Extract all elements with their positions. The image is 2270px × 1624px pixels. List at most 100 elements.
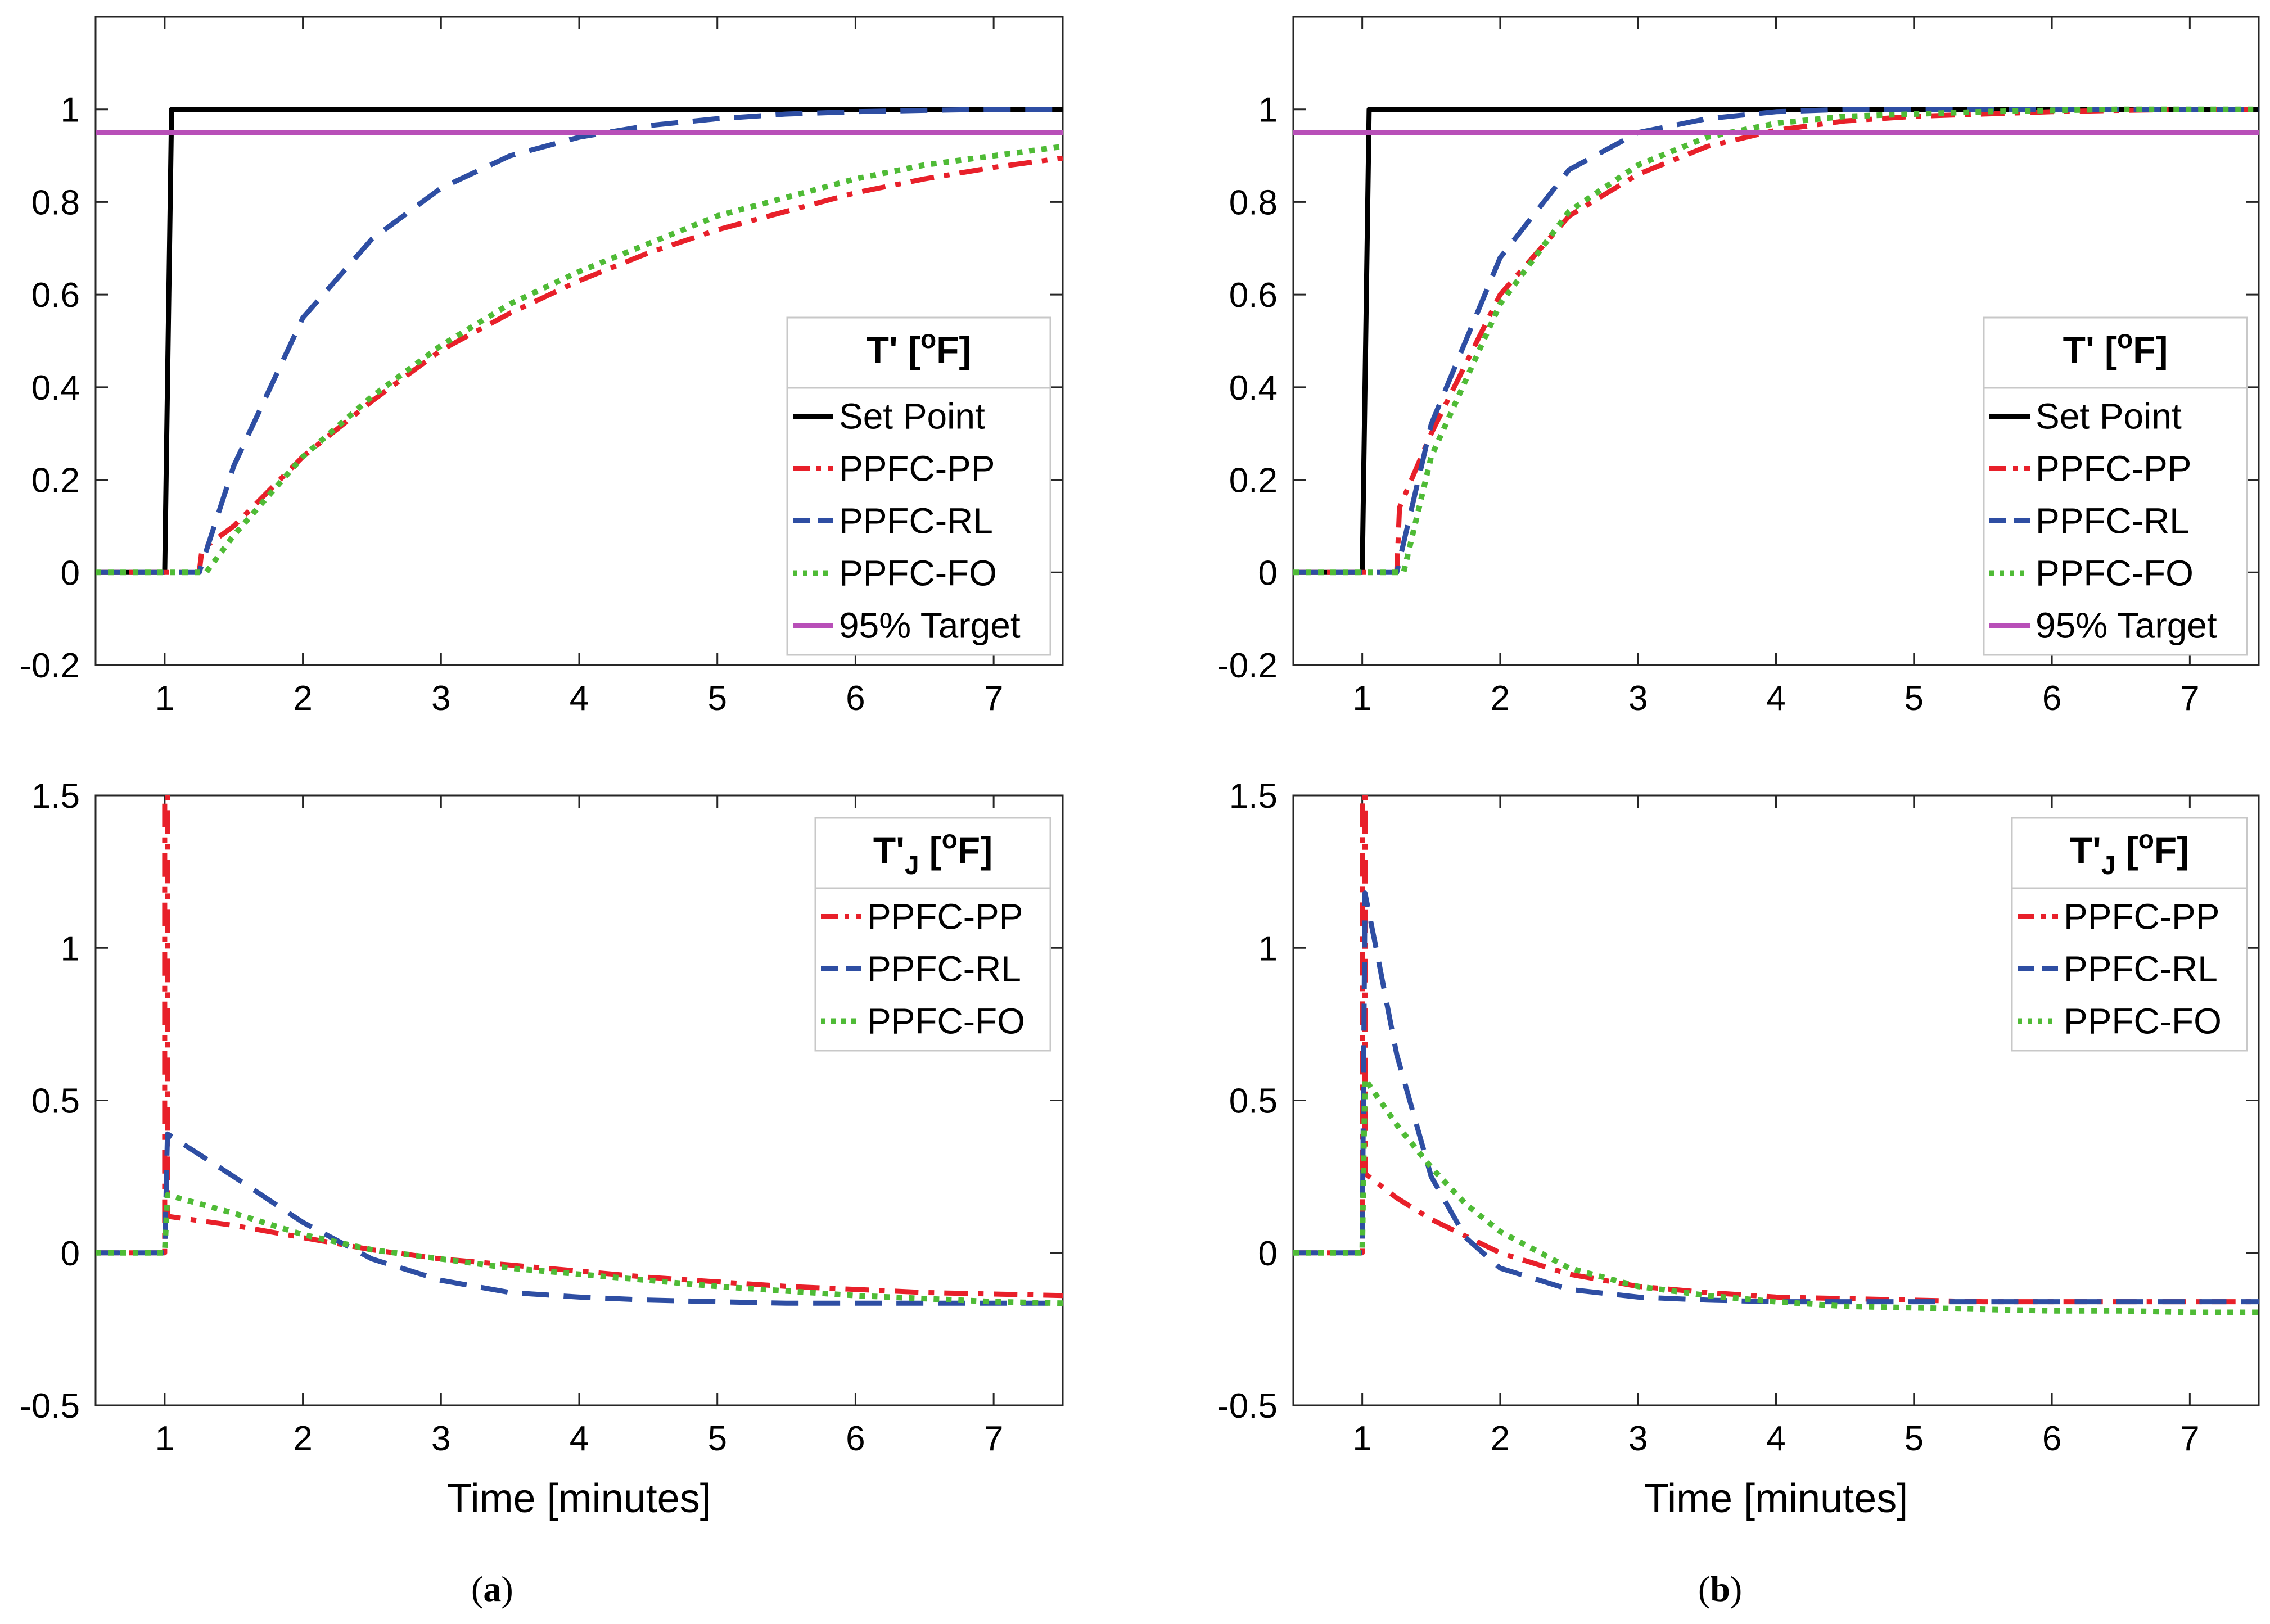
x-tick-label: 5: [1905, 1419, 1924, 1458]
series-line-ppfc-fo: [96, 143, 1063, 576]
legend-label: PPFC-FO: [839, 553, 997, 594]
chart-a-top: 1 2 3 4 5 6 7 -0.2 0 0.2 0.4 0.6 0.8 1 T' [oF] Set Poin…: [20, 16, 1064, 718]
x-tick-label: 7: [2180, 1419, 2199, 1458]
y-tick-label: 1: [1258, 91, 1278, 130]
x-tick-label: 5: [1905, 679, 1924, 718]
series-line-ppfc-rl: [1293, 107, 2259, 575]
x-tick-label: 7: [2180, 679, 2199, 718]
x-tick-label: 6: [2042, 1419, 2061, 1458]
x-tick-label: 1: [1352, 1419, 1371, 1458]
plot-area: [96, 107, 1063, 576]
plot-area: [96, 795, 1063, 1306]
x-tick-label: 2: [293, 679, 312, 718]
series-line-ppfc-rl: [1293, 890, 2259, 1305]
legend-box: [814, 817, 1051, 1052]
x-axis-label: Time [minutes]: [447, 1476, 711, 1521]
y-tick-label: 0.2: [1229, 462, 1278, 500]
legend-label: Set Point: [2036, 396, 2182, 437]
y-tick-label: 1: [61, 929, 80, 968]
y-tick-label: 0.8: [31, 183, 80, 222]
x-tick-label: 3: [1628, 1419, 1648, 1458]
series-line-ppfc-rl: [96, 107, 1063, 575]
legend-label: PPFC-PP: [2064, 897, 2219, 937]
x-tick-label: 5: [707, 679, 726, 718]
y-tick-label: 1: [61, 91, 80, 130]
x-tick-label: 3: [1628, 679, 1648, 718]
legend-label: 95% Target: [2036, 605, 2217, 646]
y-tick-label: -0.2: [20, 646, 80, 685]
legend-label: Set Point: [839, 396, 985, 437]
legend-label: PPFC-RL: [2036, 501, 2190, 541]
legend-label: PPFC-RL: [867, 949, 1021, 989]
y-tick-label: 0.5: [31, 1082, 80, 1121]
legend-title: T' [oF]: [867, 324, 972, 370]
legend-label: PPFC-FO: [2064, 1001, 2222, 1042]
x-tick-label: 1: [155, 1419, 174, 1458]
y-tick-label: 0.5: [1229, 1082, 1278, 1121]
legend-label: PPFC-PP: [839, 449, 995, 489]
y-tick-label: 0.4: [31, 369, 80, 408]
y-tick-label: 0: [61, 1234, 80, 1273]
y-tick-label: 0: [1258, 554, 1278, 592]
legend: T'J [oF] PPFC-PP PPFC-RL PPFC-FO: [2011, 817, 2248, 1052]
x-tick-label: 2: [293, 1419, 312, 1458]
x-tick-label: 7: [984, 679, 1003, 718]
legend-title: T'J [oF]: [2070, 825, 2189, 880]
chart-b-bottom: 1 2 3 4 5 6 7 -0.5 0 0.5 1 1.5 Time [minutes] T'J [oF…: [1217, 777, 2260, 1521]
series-line-ppfc-pp: [1293, 107, 2259, 575]
x-tick-label: 4: [570, 1419, 589, 1458]
x-tick-label: 7: [984, 1419, 1003, 1458]
legend-label: PPFC-FO: [2036, 553, 2194, 594]
x-tick-label: 2: [1491, 679, 1510, 718]
caption-a: (a): [471, 1569, 513, 1609]
legend: T' [oF] Set Point PPFC-PP PPFC-RL PPFC-FO 95%…: [786, 316, 1051, 656]
x-tick-label: 6: [846, 1419, 865, 1458]
x-tick-label: 6: [2042, 679, 2061, 718]
y-tick-label: 1.5: [1229, 777, 1278, 816]
x-tick-label: 3: [431, 679, 450, 718]
x-axis-label: Time [minutes]: [1644, 1476, 1908, 1521]
x-tick-label: 6: [846, 679, 865, 718]
y-tick-label: 0.6: [1229, 276, 1278, 315]
legend-box: [1983, 316, 2248, 656]
y-tick-label: 0.6: [31, 276, 80, 315]
x-tick-label: 2: [1491, 1419, 1510, 1458]
legend: T' [oF] Set Point PPFC-PP PPFC-RL PPFC-FO 95%…: [1983, 316, 2248, 656]
y-tick-label: 1.5: [31, 777, 80, 816]
y-tick-label: 0: [1258, 1234, 1278, 1273]
legend-title: T'J [oF]: [873, 825, 992, 880]
caption-b: (b): [1698, 1569, 1743, 1609]
legend-label: 95% Target: [839, 605, 1021, 646]
series-line-ppfc-fo: [1293, 1076, 2259, 1315]
chart-b-top: 1 2 3 4 5 6 7 -0.2 0 0.2 0.4 0.6 0.8 1 T' [oF] Set Poin…: [1217, 16, 2260, 718]
y-tick-label: -0.5: [1217, 1387, 1278, 1426]
legend-box: [2011, 817, 2248, 1052]
series-line-ppfc-fo: [96, 1192, 1063, 1306]
legend-label: PPFC-PP: [867, 897, 1023, 937]
x-tick-label: 4: [1766, 1419, 1785, 1458]
legend-label: PPFC-PP: [2036, 449, 2191, 489]
x-tick-label: 4: [570, 679, 589, 718]
legend-label: PPFC-FO: [867, 1001, 1025, 1042]
y-tick-label: 0.8: [1229, 183, 1278, 222]
x-tick-label: 4: [1766, 679, 1785, 718]
legend: T'J [oF] PPFC-PP PPFC-RL PPFC-FO: [814, 817, 1051, 1052]
y-tick-label: 0.4: [1229, 369, 1278, 408]
y-tick-label: 0: [61, 554, 80, 592]
y-tick-label: 1: [1258, 929, 1278, 968]
chart-a-bottom: 1 2 3 4 5 6 7 -0.5 0 0.5 1 1.5 Time [minutes] T'J [oF…: [20, 777, 1064, 1521]
x-tick-label: 1: [1352, 679, 1371, 718]
y-tick-label: 0.2: [31, 462, 80, 500]
x-tick-label: 1: [155, 679, 174, 718]
y-tick-label: -0.5: [20, 1387, 80, 1426]
legend-title: T' [oF]: [2063, 324, 2168, 370]
series-line-ppfc-rl: [96, 1131, 1063, 1306]
x-tick-label: 5: [707, 1419, 726, 1458]
series-line-ppfc-fo: [1293, 106, 2259, 576]
legend-label: PPFC-RL: [839, 501, 993, 541]
series-line-ppfc-pp: [96, 795, 1063, 1299]
legend-label: PPFC-RL: [2064, 949, 2218, 989]
plot-area: [1293, 106, 2259, 576]
x-tick-label: 3: [431, 1419, 450, 1458]
